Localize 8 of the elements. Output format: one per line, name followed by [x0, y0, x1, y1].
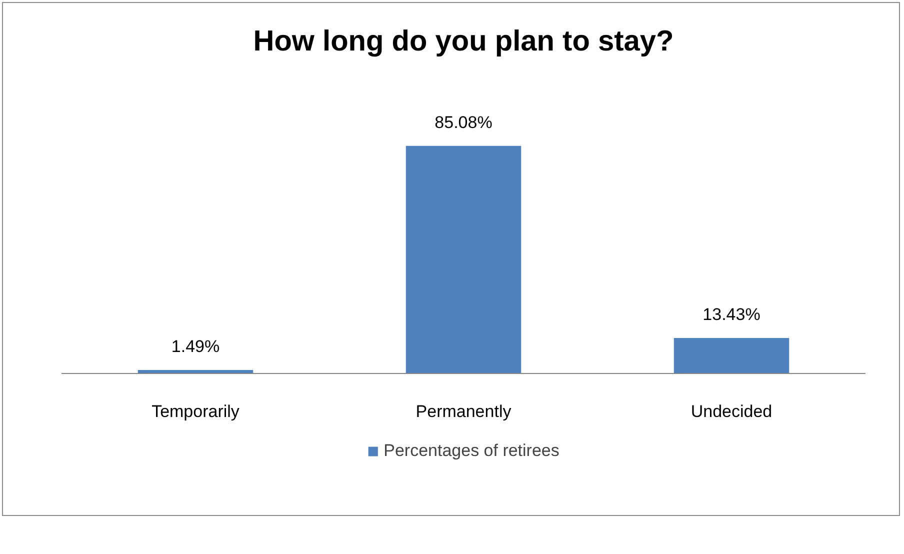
data-label: 1.49%	[171, 336, 220, 356]
x-tick-label: Undecided	[690, 402, 772, 421]
data-label: 13.43%	[702, 304, 760, 324]
x-tick-label: Temporarily	[152, 402, 240, 421]
chart-title: How long do you plan to stay?	[253, 26, 674, 58]
x-tick-label: Permanently	[416, 402, 512, 421]
data-label: 85.08%	[434, 112, 492, 132]
legend-label: Percentages of retirees	[384, 441, 560, 461]
